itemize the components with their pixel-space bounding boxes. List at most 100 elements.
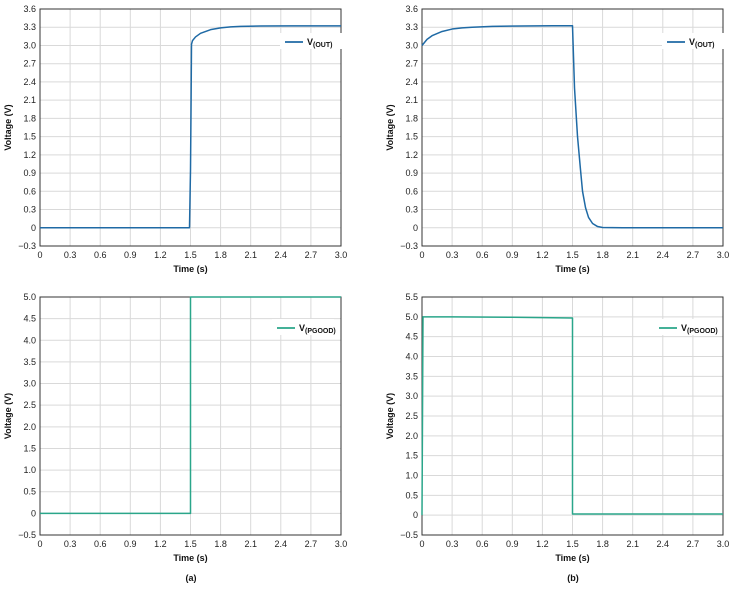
- x-tick-label: 1.5: [566, 539, 579, 549]
- x-tick-label: 2.7: [687, 539, 700, 549]
- y-tick-label: 0.6: [23, 186, 36, 196]
- y-tick-label: 4.0: [405, 352, 418, 362]
- legend-box: [280, 33, 342, 49]
- y-tick-label: 2.7: [405, 59, 418, 69]
- y-axis-title: Voltage (V): [385, 393, 395, 439]
- y-tick-label: 2.4: [405, 77, 418, 87]
- x-tick-label: 0.9: [506, 250, 519, 260]
- legend-box: [272, 319, 334, 335]
- y-tick-label: 1.5: [23, 443, 36, 453]
- x-tick-label: 0: [37, 539, 42, 549]
- legend-label-subscript: (OUT): [313, 42, 332, 49]
- y-tick-label: 5.0: [405, 312, 418, 322]
- y-tick-label: 3.0: [23, 379, 36, 389]
- x-tick-label: 1.5: [566, 250, 579, 260]
- chart-pgood-turn-on: 0 0.3 0.6 0.9 1.2 1.5 1.8 2.1 2.4 2.7 3.0−0.500.51…: [3, 292, 347, 563]
- y-tick-label: 3.5: [23, 357, 36, 367]
- y-tick-label: 2.1: [405, 95, 418, 105]
- y-tick-label: 1.0: [23, 465, 36, 475]
- legend-label: V(PGOOD): [299, 323, 336, 335]
- y-tick-label: −0.3: [18, 241, 36, 251]
- x-tick-label: 0.6: [476, 539, 489, 549]
- legend-box: [654, 319, 716, 335]
- x-tick-label: 1.2: [154, 250, 167, 260]
- x-tick-label: 1.2: [154, 539, 167, 549]
- x-tick-label: 1.8: [596, 539, 609, 549]
- caption-b: (b): [567, 573, 579, 583]
- y-tick-label: 5.0: [23, 292, 36, 302]
- y-tick-label: 1.8: [405, 113, 418, 123]
- x-tick-label: 3.0: [335, 539, 348, 549]
- y-tick-label: 0: [31, 223, 36, 233]
- y-tick-label: 0: [413, 223, 418, 233]
- y-tick-label: 0.5: [405, 490, 418, 500]
- y-tick-label: 3.0: [405, 391, 418, 401]
- x-tick-label: 2.1: [244, 250, 257, 260]
- x-tick-label: 0: [419, 539, 424, 549]
- y-tick-label: 3.6: [23, 4, 36, 14]
- y-tick-label: 1.5: [23, 132, 36, 142]
- y-tick-label: 1.5: [405, 132, 418, 142]
- x-tick-label: 0.3: [446, 250, 459, 260]
- y-tick-label: 2.1: [23, 95, 36, 105]
- y-axis-title: Voltage (V): [3, 104, 13, 150]
- x-axis-title: Time (s): [173, 264, 207, 274]
- x-tick-label: 2.4: [657, 250, 670, 260]
- x-tick-label: 2.4: [275, 539, 288, 549]
- y-tick-label: 1.2: [23, 150, 36, 160]
- x-tick-label: 2.1: [626, 250, 639, 260]
- y-tick-label: 0: [31, 508, 36, 518]
- y-tick-label: 2.4: [23, 77, 36, 87]
- series-line: [40, 25, 341, 229]
- legend-label: V(OUT): [689, 37, 714, 49]
- x-tick-label: 0: [37, 250, 42, 260]
- y-tick-label: 2.0: [23, 422, 36, 432]
- chart-vout-turn-on: 0 0.3 0.6 0.9 1.2 1.5 1.8 2.1 2.4 2.7 3.0−0.300.30…: [3, 4, 347, 274]
- series-line: [421, 316, 723, 516]
- x-tick-label: 2.7: [687, 250, 700, 260]
- x-tick-label: 0: [419, 250, 424, 260]
- chart-vout-turn-off: 0 0.3 0.6 0.9 1.2 1.5 1.8 2.1 2.4 2.7 3.0−0.300.30…: [385, 4, 729, 274]
- x-tick-label: 0.9: [124, 250, 137, 260]
- caption-a: (a): [186, 573, 197, 583]
- x-tick-label: 1.5: [184, 539, 197, 549]
- y-tick-label: 4.5: [405, 332, 418, 342]
- y-tick-label: 0: [413, 510, 418, 520]
- y-tick-label: 1.5: [405, 451, 418, 461]
- x-tick-label: 2.7: [305, 539, 318, 549]
- legend-label-subscript: (OUT): [695, 42, 714, 49]
- y-axis-title: Voltage (V): [3, 393, 13, 439]
- y-tick-label: 3.0: [405, 40, 418, 50]
- legend-label-main: V: [681, 323, 687, 333]
- legend-label-main: V: [689, 37, 695, 47]
- y-tick-label: 1.2: [405, 150, 418, 160]
- x-tick-label: 3.0: [335, 250, 348, 260]
- x-tick-label: 2.1: [244, 539, 257, 549]
- x-tick-label: 1.5: [184, 250, 197, 260]
- y-tick-label: −0.5: [18, 530, 36, 540]
- y-tick-label: −0.5: [400, 530, 418, 540]
- x-tick-label: 0.6: [94, 539, 107, 549]
- y-tick-label: 2.7: [23, 59, 36, 69]
- y-tick-label: 4.0: [23, 335, 36, 345]
- series-line: [40, 296, 341, 515]
- x-axis-title: Time (s): [555, 264, 589, 274]
- x-tick-label: 0.3: [64, 539, 77, 549]
- y-tick-label: 5.5: [405, 292, 418, 302]
- y-tick-label: 2.5: [405, 411, 418, 421]
- x-tick-label: 1.2: [536, 539, 549, 549]
- y-tick-label: 0.6: [405, 186, 418, 196]
- y-tick-label: 3.3: [405, 22, 418, 32]
- y-tick-label: 3.0: [23, 40, 36, 50]
- x-tick-label: 1.2: [536, 250, 549, 260]
- series-line: [421, 24, 723, 229]
- y-tick-label: 2.5: [23, 400, 36, 410]
- x-tick-label: 0.9: [124, 539, 137, 549]
- x-tick-label: 3.0: [717, 539, 730, 549]
- x-tick-label: 2.4: [657, 539, 670, 549]
- x-tick-label: 0.6: [94, 250, 107, 260]
- y-tick-label: 0.3: [405, 205, 418, 215]
- y-tick-label: 3.3: [23, 22, 36, 32]
- legend-box: [662, 33, 724, 49]
